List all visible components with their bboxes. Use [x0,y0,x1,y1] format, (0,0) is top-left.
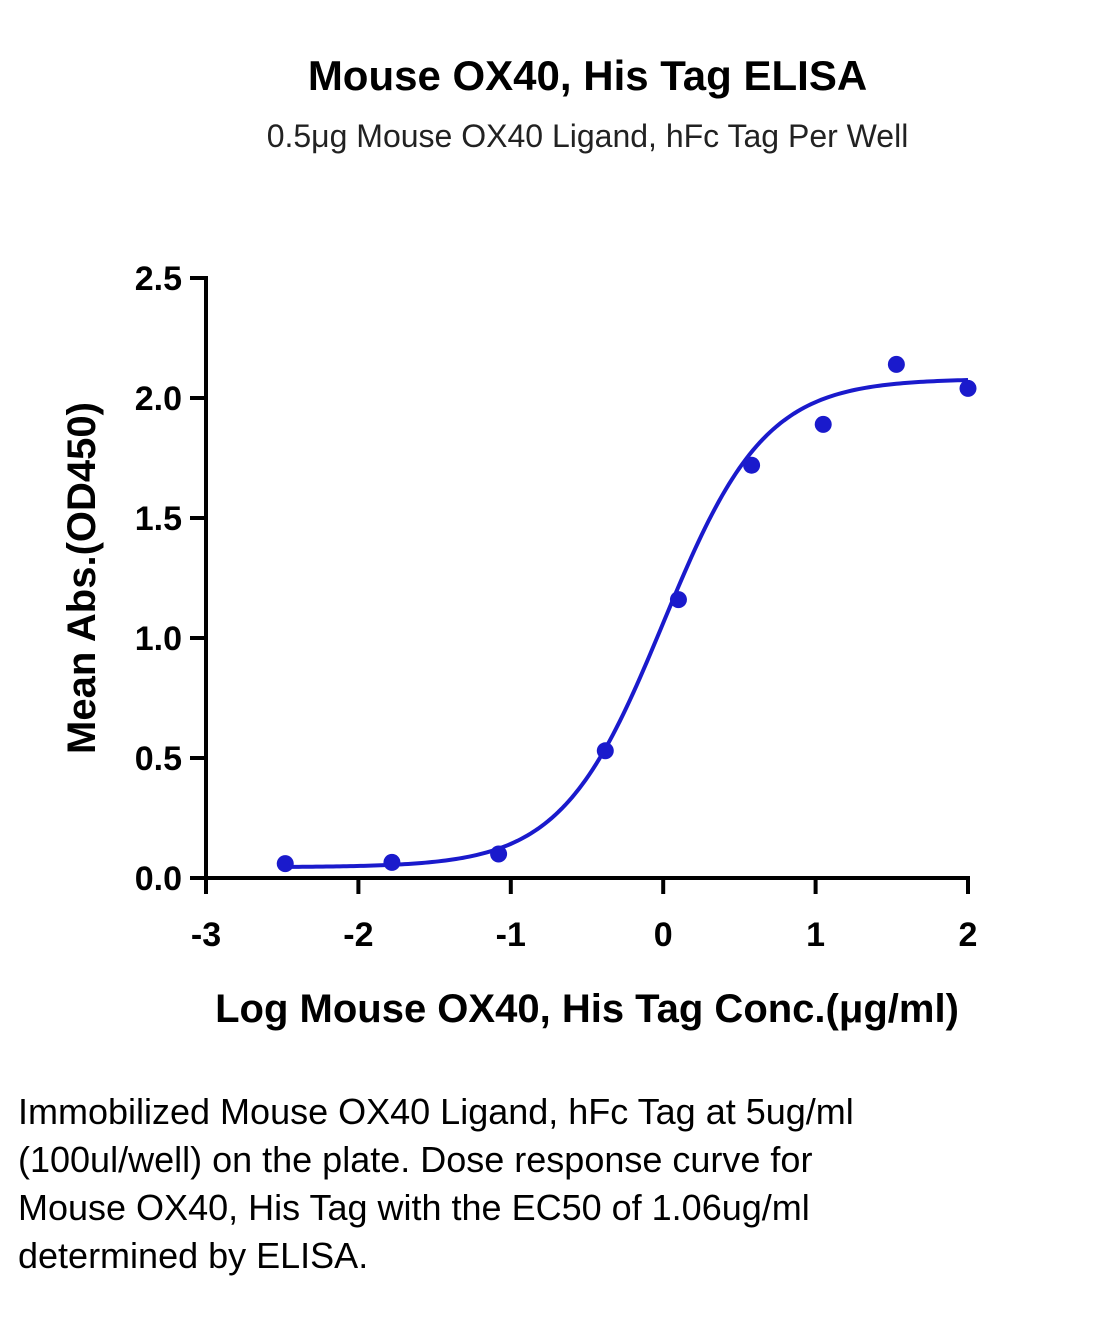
data-point [887,355,905,373]
fit-curve [285,378,969,869]
chart-title: Mouse OX40, His Tag ELISA [307,52,868,99]
x-axis-title: Log Mouse OX40, His Tag Conc.(μg/ml) [215,987,959,1031]
data-point [669,591,687,609]
data-point [596,742,614,760]
y-tick-label: 2.5 [135,260,182,298]
y-tick-label: 0.0 [135,860,182,898]
data-point [959,379,977,397]
x-tick-label: 2 [959,916,978,954]
y-axis-title: Mean Abs.(OD450) [60,402,104,754]
y-tick-label: 1.0 [135,620,182,658]
x-tick-label: -1 [496,916,526,954]
x-tick-label: 1 [806,916,825,954]
x-tick-label: -2 [343,916,373,954]
x-tick-label: 0 [654,916,673,954]
y-tick-label: 0.5 [135,740,182,778]
data-point [276,855,294,873]
x-tick-label: -3 [191,916,221,954]
figure-caption: Immobilized Mouse OX40 Ligand, hFc Tag a… [18,1091,854,1276]
y-tick-label: 2.0 [135,380,182,418]
data-point [743,456,761,474]
data-point [490,845,508,863]
data-point [383,853,401,871]
y-tick-label: 1.5 [135,500,182,538]
data-point [814,415,832,433]
chart-subtitle: 0.5μg Mouse OX40 Ligand, hFc Tag Per Wel… [266,118,909,154]
